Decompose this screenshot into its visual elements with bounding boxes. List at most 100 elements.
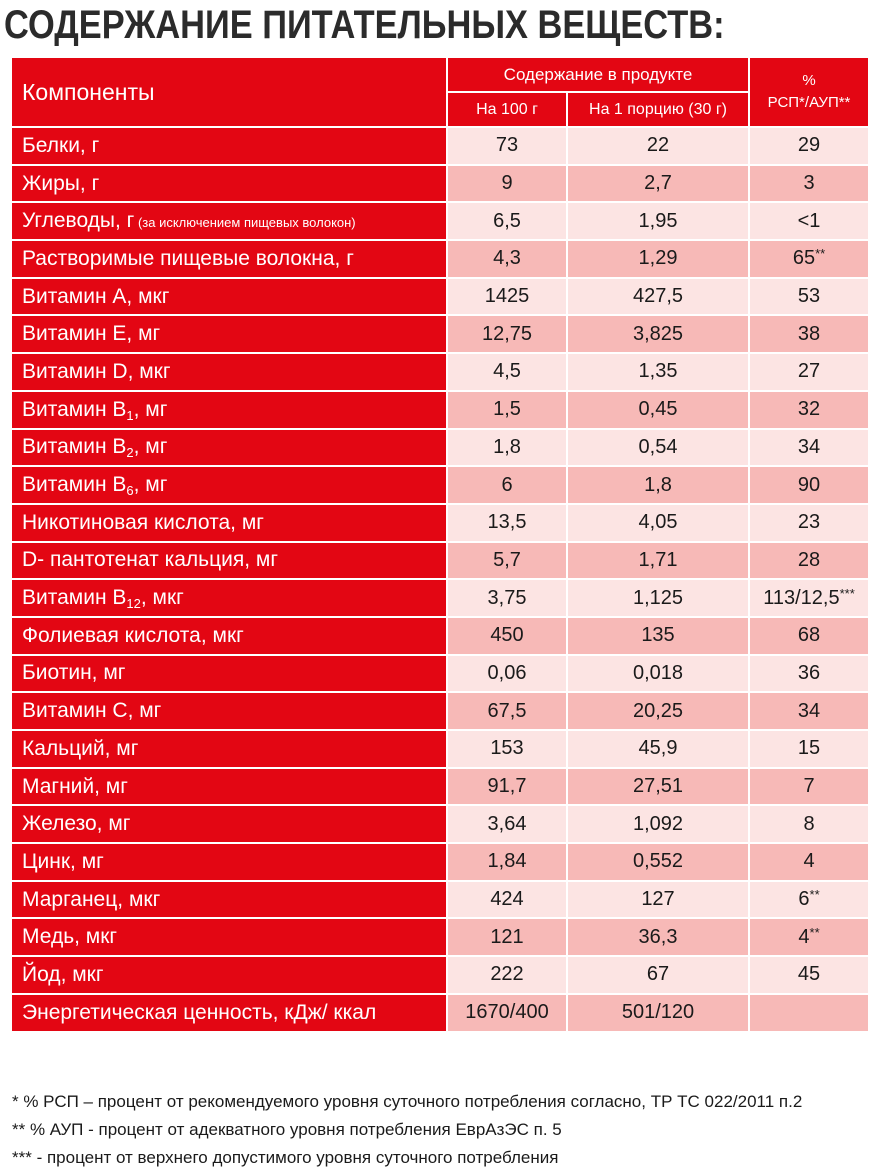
- value-per-100g-text: 73: [495, 134, 519, 157]
- table-row: Витамин С, мг 67,5 20,25 34: [10, 691, 871, 731]
- value-per-100g-text: 3,75: [487, 586, 527, 609]
- table-row: Витамин Е, мг 12,75 3,825 38: [10, 314, 871, 355]
- value-per-portion: 1,8: [565, 465, 751, 505]
- component-name-text: Цинк, мг: [22, 849, 104, 873]
- value-per-100g: 73: [446, 126, 568, 166]
- value-percent: 34: [748, 427, 871, 468]
- value-per-portion-text: 0,018: [632, 661, 684, 684]
- footnote-mark: **: [809, 924, 820, 940]
- table-row: Марганец, мкг 424 127 6**: [10, 879, 871, 920]
- value-percent: 38: [748, 314, 871, 355]
- footnote-mark: **: [815, 246, 826, 262]
- value-percent: 7: [748, 766, 871, 807]
- component-name-text: Белки, г: [22, 133, 100, 157]
- table-row: Белки, г 73 22 29: [10, 126, 871, 166]
- value-per-portion: 1,71: [565, 540, 751, 581]
- value-per-portion: 2,7: [565, 163, 751, 204]
- value-per-100g: 121: [446, 917, 568, 958]
- value-percent: 90: [748, 465, 871, 505]
- component-name-text: Медь, мкг: [22, 925, 118, 949]
- value-percent-text: 113/12,5: [763, 586, 840, 609]
- value-percent-text: 36: [797, 661, 821, 684]
- header-components: Компоненты: [10, 56, 448, 128]
- component-name-text: Витамин А, мкг: [22, 284, 170, 308]
- value-per-100g: 91,7: [446, 766, 568, 807]
- table-row: Никотиновая кислота, мг 13,5 4,05 23: [10, 502, 871, 543]
- value-per-portion-text: 0,45: [638, 398, 678, 421]
- value-per-100g-text: 424: [490, 888, 524, 911]
- value-per-100g-text: 4,3: [493, 247, 521, 270]
- value-per-100g-text: 12,75: [481, 322, 533, 345]
- value-percent-text: 65: [792, 247, 816, 270]
- component-name: Витамин В2, мг: [10, 427, 448, 468]
- value-percent: 8: [748, 804, 871, 845]
- value-per-portion: 67: [565, 955, 751, 995]
- header-percent-line2: РСП*/АУП**: [767, 94, 851, 111]
- value-per-portion-text: 1,71: [638, 548, 678, 571]
- component-name-text: Витамин D, мкг: [22, 359, 171, 383]
- value-per-100g-text: 67,5: [487, 699, 527, 722]
- value-per-100g: 12,75: [446, 314, 568, 355]
- value-percent: 6**: [748, 879, 871, 920]
- value-percent: 65**: [748, 239, 871, 279]
- component-name: Кальций, мг: [10, 729, 448, 769]
- value-per-portion: 22: [565, 126, 751, 166]
- component-name-text: Витамин В: [22, 397, 127, 421]
- value-percent: 36: [748, 653, 871, 694]
- value-per-portion: 0,018: [565, 653, 751, 694]
- value-percent-text: 53: [797, 285, 821, 308]
- value-percent-text: 6: [798, 888, 810, 911]
- component-name-text: Железо, мг: [22, 812, 131, 836]
- component-name-text: Витамин В: [22, 473, 127, 497]
- component-name-text: Растворимые пищевые волокна, г: [22, 246, 354, 270]
- value-percent: 4: [748, 842, 871, 882]
- component-name: Медь, мкг: [10, 917, 448, 958]
- component-name-text: Витамин В: [22, 435, 127, 459]
- value-per-portion: 0,54: [565, 427, 751, 468]
- component-name-text: Йод, мкг: [22, 962, 104, 986]
- header-per-portion: На 1 порцию (30 г): [565, 91, 751, 128]
- footnote-aup: ** % АУП - процент от адекватного уровня…: [12, 1120, 562, 1139]
- value-per-portion-text: 27,51: [632, 775, 684, 798]
- component-name-text: Никотиновая кислота, мг: [22, 510, 264, 534]
- value-per-portion-text: 1,8: [644, 473, 672, 496]
- value-per-100g: 1670/400: [446, 992, 568, 1033]
- component-name: Витамин А, мкг: [10, 276, 448, 317]
- value-per-portion: 36,3: [565, 917, 751, 958]
- header-content-group: Содержание в продукте: [445, 56, 751, 93]
- value-per-100g: 4,5: [446, 352, 568, 392]
- value-per-portion-text: 1,35: [638, 360, 678, 383]
- value-per-portion-text: 427,5: [632, 285, 684, 308]
- vitamin-subscript: 1: [126, 407, 134, 423]
- value-per-100g: 1,8: [446, 427, 568, 468]
- value-per-100g: 5,7: [446, 540, 568, 581]
- value-per-100g: 3,75: [446, 578, 568, 618]
- vitamin-subscript: 2: [126, 445, 134, 461]
- value-percent-text: 34: [797, 699, 821, 722]
- component-name-text: Витамин В: [22, 586, 127, 610]
- value-percent-text: 4: [798, 925, 810, 948]
- value-per-100g-text: 1425: [484, 285, 530, 308]
- value-per-100g-text: 0,06: [487, 661, 527, 684]
- table-row: Биотин, мг 0,06 0,018 36: [10, 653, 871, 694]
- value-per-portion-text: 36,3: [638, 925, 678, 948]
- value-per-100g: 6,5: [446, 201, 568, 242]
- value-percent-text: 15: [797, 737, 821, 760]
- value-percent-text: 3: [803, 172, 815, 195]
- value-per-portion: 3,825: [565, 314, 751, 355]
- value-per-portion-text: 2,7: [644, 172, 672, 195]
- table-row: Йод, мкг 222 67 45: [10, 955, 871, 995]
- value-per-portion: 27,51: [565, 766, 751, 807]
- value-per-portion-text: 1,95: [638, 209, 678, 232]
- value-per-100g: 424: [446, 879, 568, 920]
- component-name: Витамин Е, мг: [10, 314, 448, 355]
- component-name: Витамин С, мг: [10, 691, 448, 731]
- component-name: Витамин В12, мкг: [10, 578, 448, 618]
- value-per-100g: 6: [446, 465, 568, 505]
- component-name: Растворимые пищевые волокна, г: [10, 239, 448, 279]
- value-percent: 45: [748, 955, 871, 995]
- value-percent-text: 4: [803, 850, 815, 873]
- value-per-portion: 501/120: [565, 992, 751, 1033]
- component-name: Жиры, г: [10, 163, 448, 204]
- component-name-text: D- пантотенат кальция, мг: [22, 548, 278, 572]
